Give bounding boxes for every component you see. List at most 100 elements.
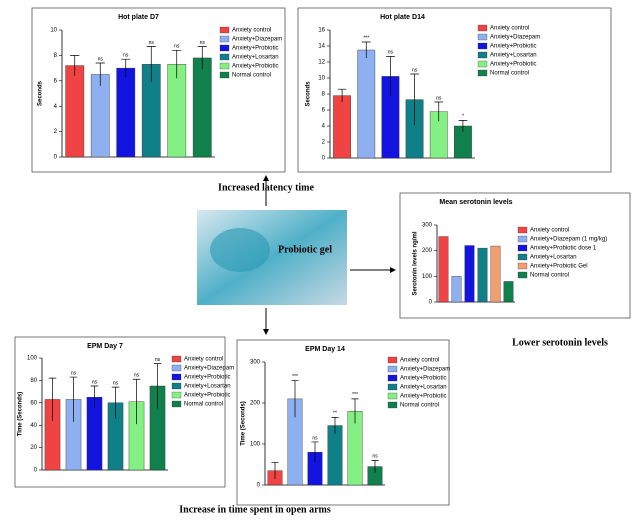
legend-label: Anxiety+Probiotic	[400, 394, 447, 400]
y-tick-label: 6	[54, 78, 58, 84]
y-tick-label: 10	[318, 76, 325, 82]
legend-swatch	[517, 226, 528, 234]
legend-swatch	[477, 69, 488, 77]
error-bar	[146, 46, 156, 83]
legend-swatch	[387, 365, 398, 373]
chart-title: Mean serotonin levels	[439, 199, 512, 206]
error-bar	[311, 441, 319, 463]
y-tick-label: 0	[429, 300, 433, 306]
legend-swatch	[219, 53, 230, 61]
legend-swatch	[171, 400, 182, 408]
legend-swatch	[477, 42, 488, 50]
legend-label: Anxiety+Losartan	[490, 53, 537, 59]
legend-label: Normal control	[232, 73, 271, 79]
legend-label: Anxiety+Diazepam (1 mg/kg)	[530, 237, 607, 243]
y-axis-label: Time (Seconds)	[241, 401, 247, 446]
y-axis-label: Serotonin levels ng/ml	[413, 231, 419, 295]
legend-label: Anxiety+Probiotic	[490, 44, 537, 50]
legend-label: Anxiety+Losartan	[184, 384, 231, 390]
error-bar	[197, 46, 207, 70]
significance: ns	[312, 435, 318, 441]
significance: ns	[436, 95, 442, 101]
error-bar	[434, 101, 444, 122]
error-bar	[121, 58, 131, 77]
error-bar	[90, 385, 99, 409]
y-tick-label: 100	[422, 274, 433, 280]
error-bar	[351, 398, 359, 424]
legend-swatch	[477, 33, 488, 41]
y-tick-label: 200	[422, 248, 433, 254]
y-axis-label: Seconds	[306, 81, 312, 107]
bar	[116, 67, 136, 158]
bar	[65, 65, 85, 158]
legend-label: Anxiety+Diazepam	[184, 366, 234, 372]
chart-frame	[31, 7, 286, 173]
legend-label: Anxiety+Probiotic	[184, 375, 231, 381]
y-axis-label: Time (Seconds)	[18, 392, 24, 437]
y-tick-label: 0	[257, 483, 261, 489]
legend-label: Anxiety+Probiotic Gel	[530, 264, 588, 270]
legend-label: Anxiety+Losartan	[400, 385, 447, 391]
chart-frame	[297, 7, 612, 173]
legend-swatch	[171, 382, 182, 390]
y-tick-label: 40	[30, 423, 37, 429]
error-bar	[371, 460, 379, 473]
significance: ns	[92, 379, 98, 385]
legend-swatch	[517, 235, 528, 243]
legend-swatch	[219, 35, 230, 43]
y-tick-label: 8	[322, 92, 326, 98]
legend-label: Anxiety+Losartan	[232, 55, 279, 61]
significance: ns	[98, 56, 104, 62]
legend-label: Anxiety+Probiotic	[232, 46, 279, 52]
caption: Lower serotonin levels	[512, 337, 608, 348]
chart-title: Hot plate D7	[118, 14, 159, 21]
chart-frame	[399, 192, 631, 319]
y-tick-label: 4	[54, 104, 58, 110]
bar	[451, 276, 462, 303]
y-tick-label: 16	[318, 28, 325, 34]
y-tick-label: 0	[34, 468, 38, 474]
y-tick-label: 300	[422, 223, 433, 229]
bar	[333, 95, 351, 159]
bar	[503, 281, 514, 303]
y-tick-label: 2	[322, 140, 326, 146]
legend-label: Normal control	[530, 273, 569, 279]
error-bar	[70, 55, 80, 76]
legend-swatch	[387, 392, 398, 400]
error-bar	[95, 62, 105, 86]
significance: ns	[200, 40, 206, 46]
legend-swatch	[387, 374, 398, 382]
legend-label: Anxiety+Losartan	[530, 255, 577, 261]
error-bar	[111, 386, 120, 419]
legend-label: Anxiety control	[530, 228, 569, 234]
y-tick-label: 6	[322, 108, 326, 114]
legend-label: Normal control	[490, 71, 529, 77]
caption: Increased latency time	[218, 182, 314, 193]
y-tick-label: 80	[30, 378, 37, 384]
legend-swatch	[477, 24, 488, 32]
legend-label: Anxiety control	[400, 358, 439, 364]
image-label: Probiotic gel	[278, 244, 332, 255]
legend-swatch	[477, 60, 488, 68]
legend-label: Anxiety+Probiotic	[400, 376, 447, 382]
bar	[192, 57, 212, 158]
chart-title: EPM Day 14	[305, 346, 345, 353]
legend-label: Anxiety control	[232, 28, 271, 34]
legend-label: Anxiety+Diazepam	[232, 37, 282, 43]
y-tick-label: 20	[30, 445, 37, 451]
error-bar	[331, 417, 339, 434]
bar	[490, 245, 501, 303]
significance: ns	[155, 357, 161, 363]
y-tick-label: 14	[318, 44, 325, 50]
error-bar	[153, 363, 162, 409]
error-bar	[361, 41, 371, 58]
significance: ns	[123, 53, 129, 59]
legend-swatch	[517, 262, 528, 270]
caption: Increase in time spent in open arms	[179, 504, 331, 515]
error-bar	[291, 380, 299, 418]
bar	[477, 247, 488, 303]
y-tick-label: 4	[322, 124, 326, 130]
legend-swatch	[219, 44, 230, 52]
legend-swatch	[171, 355, 182, 363]
legend-label: Anxiety+Diazepam	[490, 35, 540, 41]
